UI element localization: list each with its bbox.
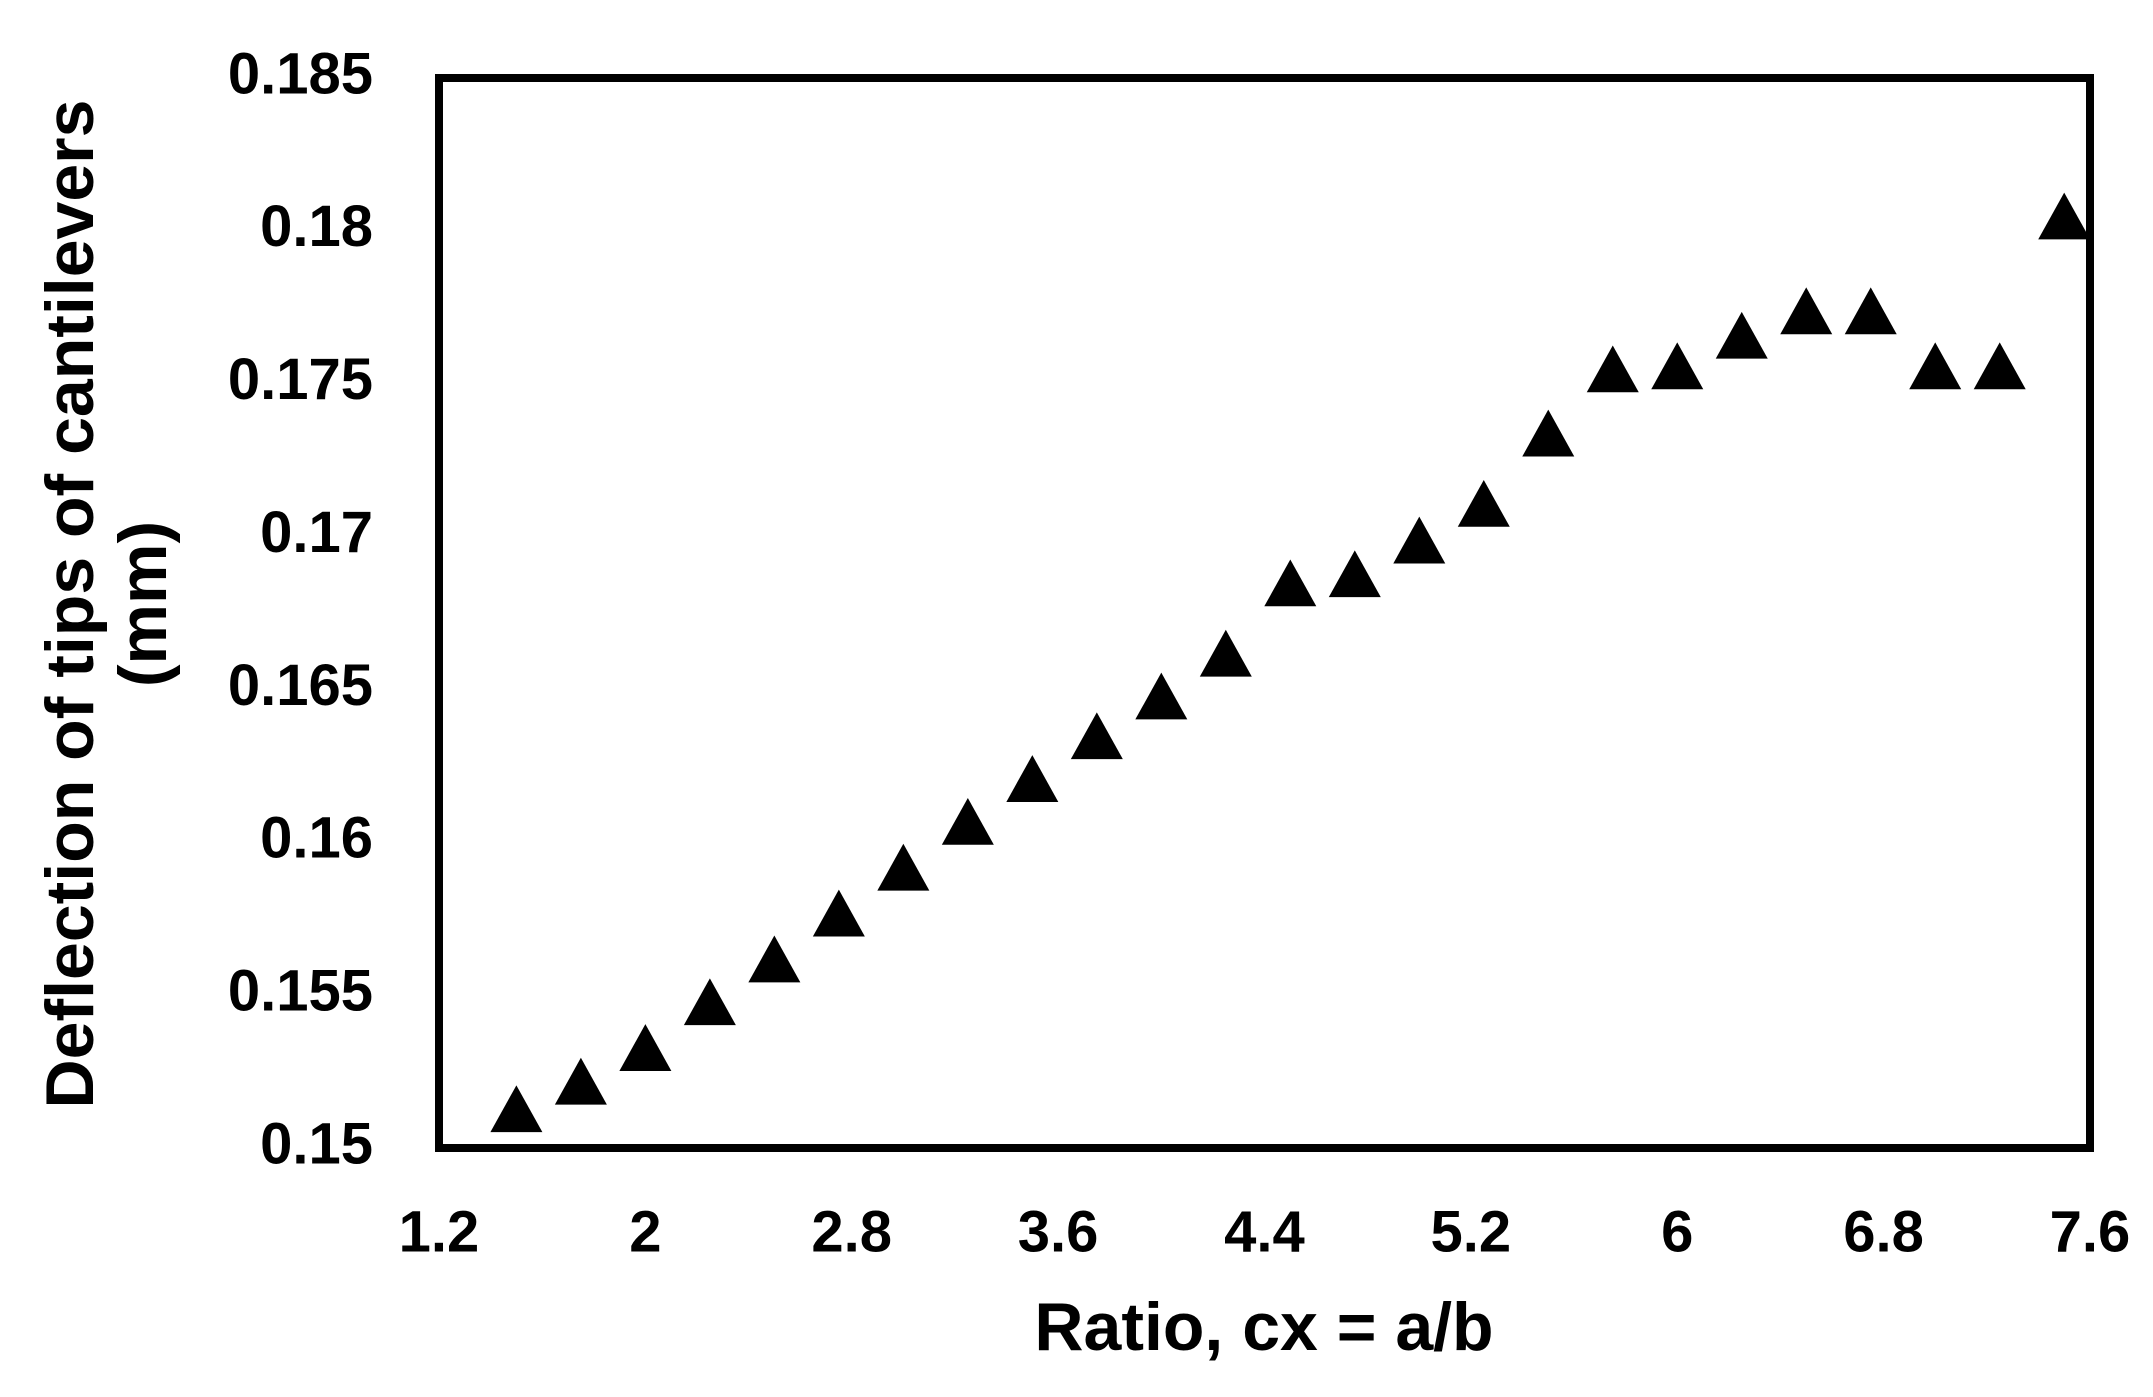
data-point bbox=[1328, 550, 1381, 598]
data-point bbox=[554, 1057, 607, 1105]
data-point bbox=[1264, 559, 1317, 607]
data-point bbox=[619, 1024, 672, 1071]
x-axis-title: Ratio, cx = a/b bbox=[1034, 1289, 1493, 1365]
data-point bbox=[1199, 629, 1252, 677]
data-point bbox=[1070, 712, 1123, 760]
data-point bbox=[877, 843, 930, 891]
x-tick-label: 4.4 bbox=[1224, 1199, 1305, 1264]
y-axis-title: (mm) bbox=[105, 521, 181, 687]
y-tick-label: 0.17 bbox=[260, 500, 373, 565]
y-axis-title-group: Deflection of tips of cantilevers (mm) bbox=[32, 100, 181, 1109]
y-tick-label: 0.165 bbox=[228, 653, 373, 718]
x-tick-label: 7.6 bbox=[2050, 1199, 2131, 1264]
data-point bbox=[1651, 342, 1704, 390]
x-tick-label: 2 bbox=[629, 1199, 661, 1264]
y-tick-label: 0.175 bbox=[228, 347, 373, 412]
data-point bbox=[683, 978, 736, 1026]
y-tick-label: 0.15 bbox=[260, 1111, 373, 1176]
data-point bbox=[1844, 287, 1897, 335]
data-point bbox=[1586, 345, 1639, 393]
x-tick-label: 5.2 bbox=[1431, 1199, 1512, 1264]
x-tick-label: 3.6 bbox=[1018, 1199, 1099, 1264]
y-tick-label: 0.18 bbox=[260, 194, 373, 259]
y-tick-label: 0.185 bbox=[228, 41, 373, 106]
x-tick-label: 2.8 bbox=[811, 1199, 892, 1264]
data-point bbox=[748, 935, 801, 983]
x-tick-label: 1.2 bbox=[399, 1199, 480, 1264]
data-point bbox=[1909, 342, 1962, 390]
y-axis-title: Deflection of tips of cantilevers bbox=[32, 100, 108, 1109]
x-tick-label: 6.8 bbox=[1843, 1199, 1924, 1264]
plot-frame bbox=[435, 74, 2094, 1152]
data-point bbox=[1715, 311, 1768, 359]
data-point bbox=[490, 1085, 543, 1133]
data-point bbox=[1522, 409, 1575, 457]
x-tick-label: 6 bbox=[1661, 1199, 1693, 1264]
y-tick-label: 0.16 bbox=[260, 806, 373, 871]
data-point bbox=[1973, 342, 2026, 390]
data-point bbox=[1780, 287, 1833, 335]
y-tick-label: 0.155 bbox=[228, 958, 373, 1023]
data-point bbox=[1457, 480, 1510, 527]
data-point bbox=[941, 797, 994, 845]
data-point bbox=[812, 889, 865, 937]
data-point bbox=[1135, 672, 1188, 720]
data-point bbox=[1006, 755, 1059, 802]
data-point bbox=[2038, 192, 2091, 240]
data-point bbox=[1393, 516, 1446, 564]
